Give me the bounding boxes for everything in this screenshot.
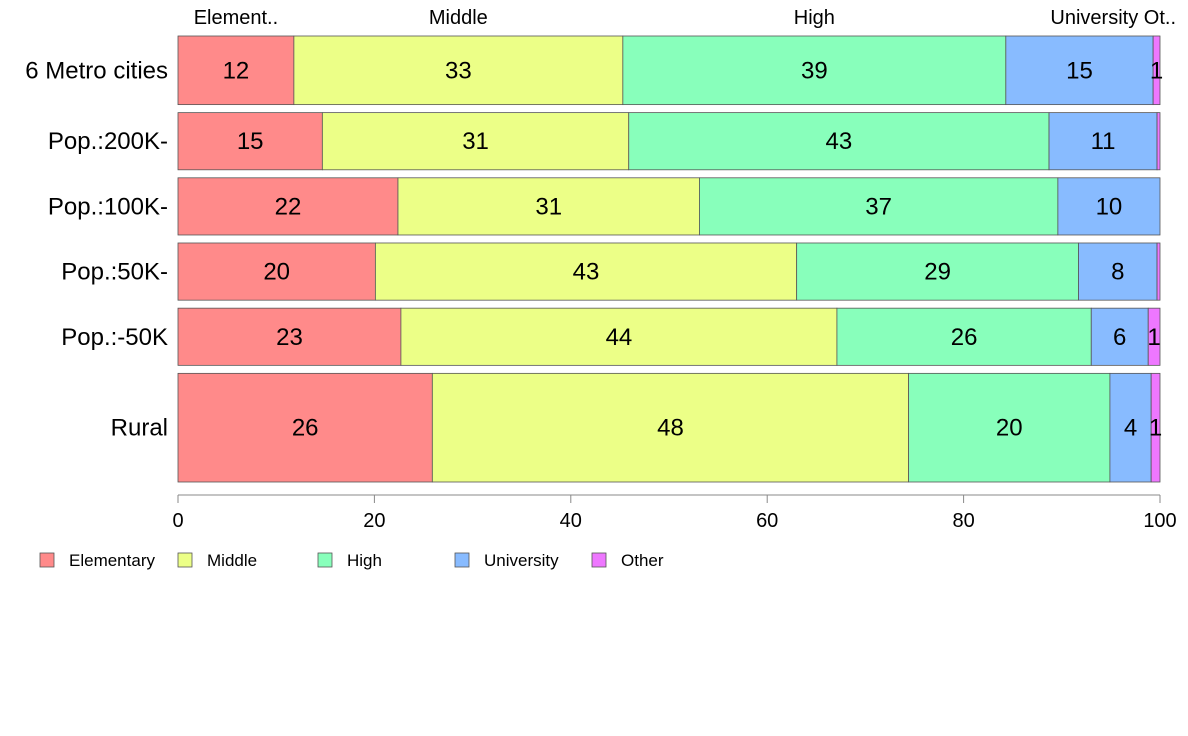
bar-pop-200k-middle: [321, 112, 630, 171]
bar-pop-50k-middle: [400, 307, 838, 366]
bar-rural-middle: [431, 372, 910, 483]
category-labels: 6 Metro cities Pop.:200K- Pop.:100K- Pop.:5…: [25, 57, 168, 441]
legend-swatch-middle: [177, 552, 193, 568]
data-label-pop-50k-university: 8: [1111, 259, 1124, 286]
x-tick-label: 0: [172, 510, 183, 532]
legend-label-middle: Middle: [207, 551, 257, 570]
bar-pop-100k-middle: [397, 177, 700, 236]
category-label-rural: Rural: [111, 415, 168, 442]
category-label-pop-50k: Pop.:-50K: [61, 324, 168, 351]
legend-swatch-university: [454, 552, 470, 568]
data-label-pop-100k-middle: 31: [535, 193, 562, 220]
data-label-rural-other: 1: [1149, 415, 1162, 442]
legend-swatch-elementary: [39, 552, 55, 568]
bar-6-metro-cities-university: [1005, 35, 1154, 106]
data-label-pop-50k-high: 26: [951, 324, 978, 351]
data-label-rural-middle: 48: [657, 415, 684, 442]
x-tick-label: 80: [952, 510, 974, 532]
bar-pop-50k-elementary: [177, 242, 376, 301]
bar-pop-200k-university: [1048, 112, 1158, 171]
bar-pop-100k-university: [1057, 177, 1161, 236]
bar-pop-50k-other: [1147, 307, 1161, 366]
category-label-pop-100k: Pop.:100K-: [48, 193, 168, 220]
bar-6-metro-cities-middle: [293, 35, 624, 106]
data-label-6-metro-cities-high: 39: [801, 57, 828, 84]
category-label-6-metro-cities: 6 Metro cities: [25, 57, 168, 84]
data-label-6-metro-cities-middle: 33: [445, 57, 472, 84]
x-axis: 0 20 40 60 80 100: [172, 494, 1177, 532]
bar-pop-50k-high: [796, 242, 1079, 301]
bar-6-metro-cities-high: [622, 35, 1007, 106]
x-tick-label: 20: [363, 510, 385, 532]
top-label-university-ot: University Ot..: [1050, 7, 1176, 29]
legend-label-university: University: [484, 551, 559, 570]
bar-pop-50k-high: [836, 307, 1092, 366]
data-label-rural-elementary: 26: [292, 415, 319, 442]
legend-label-elementary: Elementary: [69, 551, 155, 570]
data-label-pop-200k-university: 11: [1091, 128, 1116, 155]
data-label-6-metro-cities-university: 15: [1066, 57, 1093, 84]
bar-pop-100k-elementary: [177, 177, 399, 236]
bar-pop-200k-other: [1156, 112, 1161, 171]
legend-label-other: Other: [621, 551, 664, 570]
bar-pop-200k-elementary: [177, 112, 323, 171]
data-label-pop-50k-elementary: 20: [263, 259, 290, 286]
data-label-pop-50k-high: 29: [924, 259, 951, 286]
legend-swatch-other: [591, 552, 607, 568]
x-tick-label: 40: [560, 510, 582, 532]
top-label-high: High: [794, 7, 835, 29]
legend-swatch-high: [317, 552, 333, 568]
data-label-pop-50k-middle: 43: [573, 259, 600, 286]
bar-pop-200k-high: [628, 112, 1050, 171]
top-label-middle: Middle: [429, 7, 488, 29]
data-label-rural-university: 4: [1124, 415, 1137, 442]
bar-rural-elementary: [177, 372, 433, 483]
data-label-pop-200k-high: 43: [826, 128, 853, 155]
bar-pop-50k-other: [1156, 242, 1161, 301]
bar-rural-university: [1109, 372, 1152, 483]
bar-pop-100k-high: [699, 177, 1059, 236]
legend-label-high: High: [347, 551, 382, 570]
x-tick-label: 60: [756, 510, 778, 532]
legend: Elementary Middle High University Other: [39, 551, 664, 570]
data-label-pop-50k-elementary: 23: [276, 324, 303, 351]
data-label-6-metro-cities-elementary: 12: [223, 57, 250, 84]
data-label-6-metro-cities-other: 1: [1150, 57, 1163, 84]
data-label-pop-200k-elementary: 15: [237, 128, 264, 155]
bar-6-metro-cities-other: [1152, 35, 1161, 106]
data-label-pop-50k-middle: 44: [606, 324, 633, 351]
top-labels: Element.. Middle High University Ot..: [194, 7, 1176, 29]
data-label-pop-100k-university: 10: [1096, 193, 1123, 220]
data-label-pop-100k-high: 37: [865, 193, 892, 220]
bar-rural-other: [1150, 372, 1161, 483]
data-label-pop-50k-university: 6: [1113, 324, 1126, 351]
top-label-element: Element..: [194, 7, 278, 29]
bar-6-metro-cities-elementary: [177, 35, 295, 106]
x-tick-label: 100: [1143, 510, 1176, 532]
category-label-pop-200k: Pop.:200K-: [48, 128, 168, 155]
data-label-pop-200k-middle: 31: [462, 128, 489, 155]
bar-pop-50k-middle: [374, 242, 798, 301]
data-label-pop-100k-elementary: 22: [275, 193, 302, 220]
data-label-rural-high: 20: [996, 415, 1023, 442]
bar-rural-high: [908, 372, 1111, 483]
data-label-pop-50k-other: 1: [1147, 324, 1160, 351]
category-label-pop-50k: Pop.:50K-: [61, 259, 168, 286]
